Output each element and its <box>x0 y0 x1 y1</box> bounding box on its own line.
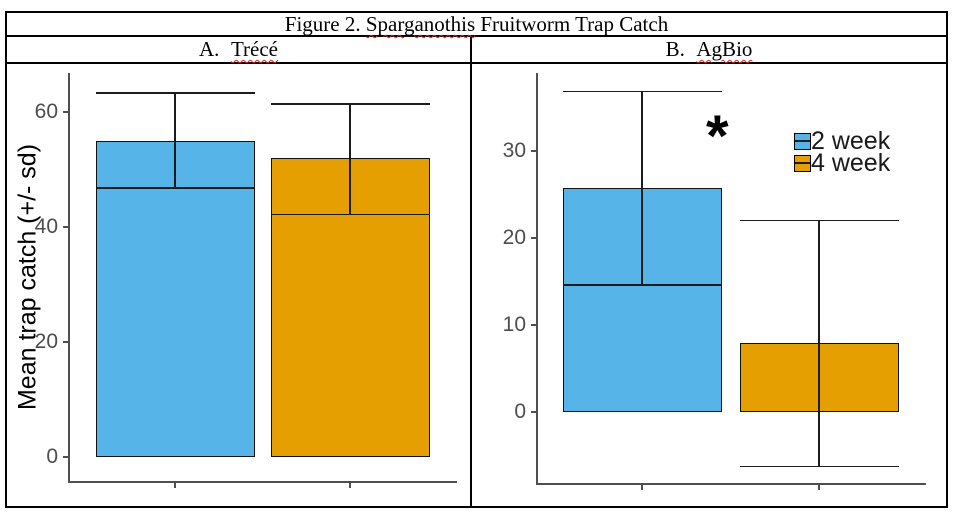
panel-divider <box>470 37 472 506</box>
panel-1-y-tick <box>531 324 536 326</box>
panel-1-x-tick <box>818 485 820 490</box>
panel-0-y-tick <box>63 111 68 113</box>
panel-header-row: A. Trécé B. AgBio <box>7 37 946 64</box>
panel-0-x-axis <box>68 481 457 483</box>
panel-0-errorbar-cap-bottom-0 <box>95 187 255 189</box>
panel-1-significance-asterisk: * <box>706 104 729 169</box>
panel-0-bar-2-week <box>95 140 255 457</box>
figure-title-prefix: Figure 2. <box>284 12 361 36</box>
panel-1-y-tick-label: 10 <box>502 313 526 336</box>
panel-0-errorbar-cap-top-0 <box>95 92 255 94</box>
panel-0-y-axis-label: Mean trap catch (+/- sd) <box>13 143 42 411</box>
figure-title-misspelled-word: Sparganothis <box>365 12 476 36</box>
panel-1-errorbar-cap-bottom-0 <box>562 284 722 286</box>
panel-b-name: AgBio <box>696 37 753 61</box>
panel-0-y-tick-label: 40 <box>34 215 58 238</box>
figure-title-suffix: Fruitworm Trap Catch <box>480 12 669 36</box>
panel-0-x-tick <box>349 483 351 488</box>
panel-1-errorbar-line-0 <box>641 90 643 285</box>
panel-0-y-axis <box>68 73 70 483</box>
panel-1-y-tick <box>531 150 536 152</box>
panel-1-errorbar-cap-top-1 <box>739 219 899 222</box>
panel-1-y-tick-label: 20 <box>502 226 526 249</box>
panel-1-x-axis <box>536 483 926 485</box>
legend-swatch-icon <box>794 132 811 150</box>
panel-1-errorbar-cap-top-0 <box>562 90 722 93</box>
panel-0-y-tick-label: 0 <box>46 445 58 468</box>
panel-header-b: B. AgBio <box>472 37 946 64</box>
legend-errorbar-key-icon <box>795 140 810 142</box>
panel-header-a: A. Trécé <box>7 37 470 64</box>
panel-0-errorbar-cap-bottom-1 <box>270 213 430 216</box>
panel-1-errorbar-line-1 <box>818 219 820 466</box>
legend-item-2-week: 2 week <box>794 127 891 155</box>
panel-b-index: B. <box>665 37 685 61</box>
legend-swatch-icon <box>794 154 811 172</box>
panel-1-y-axis <box>536 73 538 485</box>
panel-1-y-tick <box>531 237 536 239</box>
panel-0-x-tick <box>174 483 176 488</box>
panel-1-y-tick-label: 30 <box>502 139 526 162</box>
panel-0-y-tick <box>63 226 68 228</box>
panel-0-errorbar-line-0 <box>174 92 176 188</box>
panel-0-y-tick-label: 60 <box>34 100 58 123</box>
panel-0-y-tick <box>63 456 68 458</box>
panel-0-y-tick-label: 20 <box>34 330 58 353</box>
panel-1-legend: 2 week 4 week <box>794 127 891 177</box>
panel-a-name: Trécé <box>230 37 278 61</box>
panel-a-index: A. <box>198 37 220 61</box>
panel-0-errorbar-cap-top-1 <box>270 103 430 105</box>
panel-0-errorbar-line-1 <box>349 103 351 214</box>
panel-0-y-tick <box>63 341 68 343</box>
panel-1-x-tick <box>641 485 643 490</box>
panel-1-y-tick-label: 0 <box>514 400 526 423</box>
legend-errorbar-key-icon <box>795 162 810 164</box>
panel-1-y-tick <box>531 411 536 413</box>
legend-label: 4 week <box>811 149 891 177</box>
figure-title: Figure 2. Sparganothis Fruitworm Trap Ca… <box>7 13 946 37</box>
legend-label: 2 week <box>811 127 891 155</box>
legend-item-4-week: 4 week <box>794 149 891 177</box>
panel-1-errorbar-cap-bottom-1 <box>739 465 899 468</box>
